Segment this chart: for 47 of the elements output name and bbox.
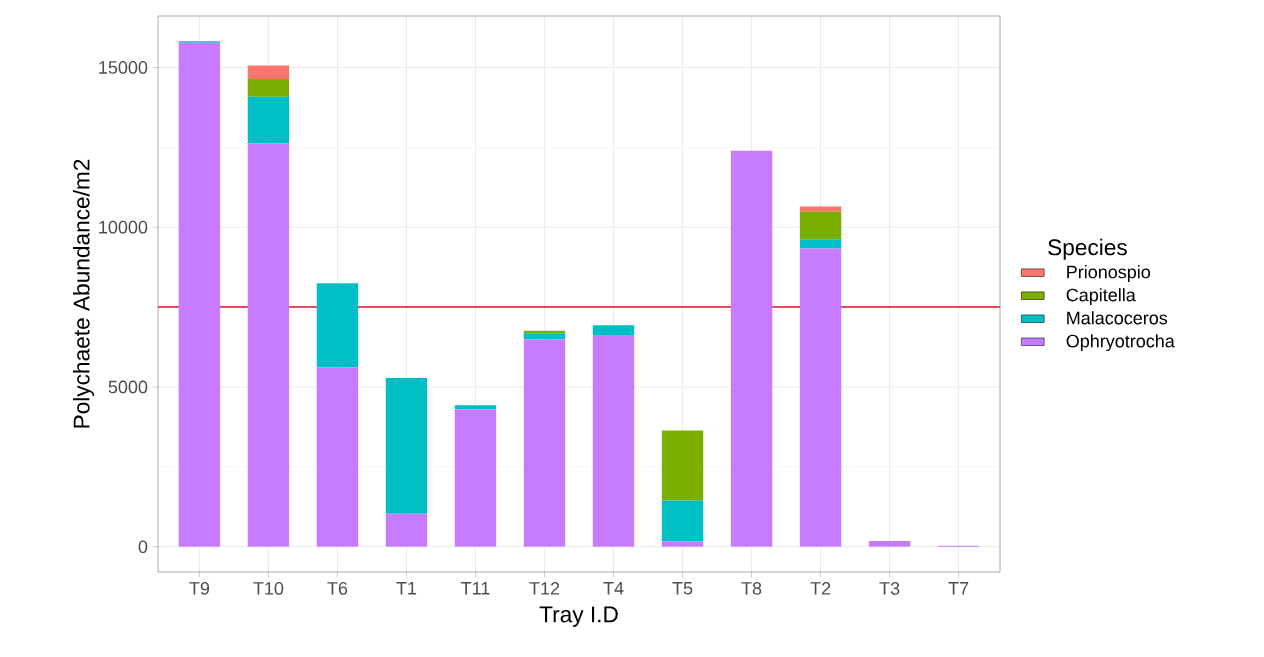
x-tick-label: T11 [461, 582, 490, 595]
x-tick-label: T4 [603, 582, 624, 595]
bar [247, 78, 290, 97]
bar [592, 335, 635, 547]
y-axis-title: Polychaete Abundance/m2 [72, 159, 95, 428]
x-tick-label: T7 [948, 582, 969, 595]
x-tick-label: T10 [253, 582, 284, 595]
x-tick-label: T9 [189, 582, 210, 595]
x-tick-label: T2 [810, 582, 831, 595]
bar [799, 206, 842, 212]
legend-label: Ophryotrocha [1066, 334, 1175, 352]
legend-label: Prionospio [1067, 265, 1151, 282]
bar [523, 339, 566, 547]
bar [799, 248, 842, 547]
bar [661, 500, 704, 542]
y-tick-label: 15000 [99, 61, 148, 74]
bar [385, 378, 428, 514]
bar [661, 430, 704, 501]
x-tick-label: T8 [741, 582, 762, 595]
bar [247, 96, 290, 144]
bar [454, 409, 497, 547]
bar [247, 65, 290, 79]
bar [523, 333, 566, 340]
bar [592, 325, 635, 336]
x-tick-label: T3 [879, 582, 900, 595]
bar [799, 239, 842, 249]
bar [247, 143, 290, 547]
bar [316, 283, 359, 368]
bar [178, 42, 221, 547]
bar [799, 211, 842, 240]
bar [661, 541, 704, 547]
y-tick-label: 5000 [108, 380, 148, 394]
x-tick-label: T6 [327, 582, 348, 595]
bar [385, 513, 428, 547]
y-tick-label: 0 [138, 540, 148, 554]
bar [730, 150, 773, 547]
legend-label: Capitella [1066, 288, 1136, 305]
x-tick-label: T12 [529, 582, 560, 595]
x-tick-label: T1 [396, 582, 417, 595]
legend-label: Malacoceros [1067, 311, 1168, 325]
bar [454, 405, 497, 410]
x-axis-title: Tray I.D [539, 606, 618, 627]
bar [316, 367, 359, 547]
legend-title: Species [1048, 238, 1127, 260]
y-tick-label: 10000 [99, 220, 148, 234]
x-tick-label: T5 [672, 582, 693, 595]
bar [868, 541, 911, 547]
